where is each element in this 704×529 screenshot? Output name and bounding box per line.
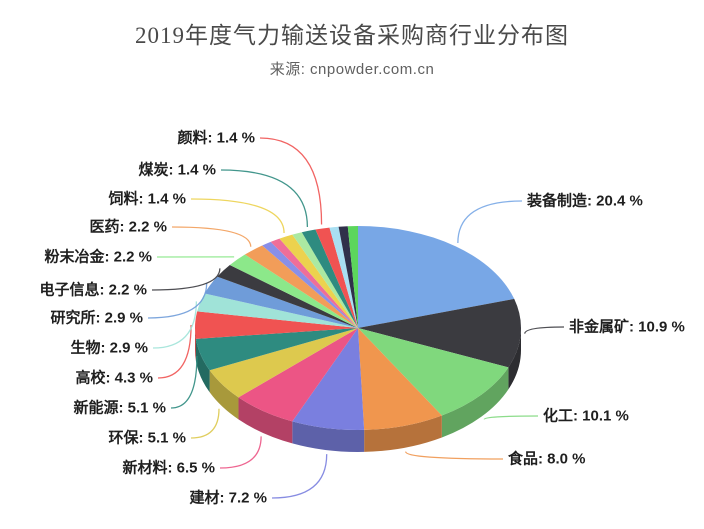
pie-slice-粉末冶金[interactable] <box>229 254 358 328</box>
pie-slice-other-2[interactable] <box>270 238 358 328</box>
pie-slice-新材料[interactable] <box>238 328 358 422</box>
pie-slice-side-非金属矿 <box>508 328 521 390</box>
leader-line-研究所 <box>147 283 208 319</box>
leader-line-环保 <box>190 408 220 439</box>
leader-line-非金属矿 <box>524 326 565 334</box>
pie-slice-other-1[interactable] <box>262 241 358 328</box>
leader-line-生物 <box>152 301 198 349</box>
pie-slice-side-高校 <box>195 328 196 361</box>
slice-label-医药: 医药: 2.2 % <box>89 218 167 236</box>
slice-label-饲料: 饲料: 1.4 % <box>107 190 186 208</box>
slice-label-电子信息: 电子信息: 2.2 % <box>39 281 147 299</box>
pie-slice-研究所[interactable] <box>204 276 358 328</box>
chart-source: 来源: cnpowder.com.cn <box>269 61 435 78</box>
leader-line-饲料 <box>190 198 285 233</box>
slice-label-装备制造: 装备制造: 20.4 % <box>526 192 643 210</box>
leader-line-医药 <box>171 226 252 247</box>
pie-slice-非金属矿[interactable] <box>358 298 521 368</box>
slice-label-颜料: 颜料: 1.4 % <box>177 129 255 147</box>
pie-slice-side-建材 <box>292 421 365 452</box>
pie-slice-新能源[interactable] <box>195 328 358 371</box>
leader-line-新能源 <box>170 355 198 409</box>
slice-label-煤炭: 煤炭: 1.4 % <box>138 161 216 179</box>
chart-title: 2019年度气力输送设备采购商行业分布图 <box>135 23 569 48</box>
slice-label-高校: 高校: 4.3 % <box>75 369 153 387</box>
pie-slice-other-5[interactable] <box>338 226 358 328</box>
pie-slice-建材[interactable] <box>292 328 365 430</box>
slice-label-化工: 化工: 10.1 % <box>543 407 629 425</box>
pie-slice-side-新能源 <box>195 338 210 393</box>
slice-label-食品: 食品: 8.0 % <box>508 450 586 468</box>
leader-line-新材料 <box>219 436 262 469</box>
leader-line-颜料 <box>259 137 323 225</box>
pie-slice-饲料[interactable] <box>279 234 358 328</box>
pie-slice-other-3[interactable] <box>292 232 358 328</box>
pie-slice-side-化工 <box>441 367 509 438</box>
slice-label-环保: 环保: 5.1 % <box>108 429 186 447</box>
pie-slice-other-6[interactable] <box>347 226 358 328</box>
pie-slice-电子信息[interactable] <box>217 264 358 328</box>
pie-slice-装备制造[interactable] <box>358 226 515 328</box>
pie-slice-side-新材料 <box>238 397 293 444</box>
slice-label-粉末冶金: 粉末冶金: 2.2 % <box>44 248 152 266</box>
leader-line-建材 <box>271 454 328 499</box>
leader-line-高校 <box>157 325 192 379</box>
slice-label-生物: 生物: 2.9 % <box>70 339 148 357</box>
slice-label-新材料: 新材料: 6.5 % <box>122 459 215 477</box>
pie-slice-side-环保 <box>209 370 239 420</box>
pie-slice-食品[interactable] <box>358 328 442 430</box>
leader-line-食品 <box>404 451 504 460</box>
pie-slice-side-食品 <box>364 415 442 452</box>
slice-label-新能源: 新能源: 5.1 % <box>73 399 166 417</box>
slice-label-建材: 建材: 7.2 % <box>189 489 267 507</box>
leader-line-电子信息 <box>151 268 221 291</box>
leader-line-煤炭 <box>220 169 309 227</box>
slice-label-非金属矿: 非金属矿: 10.9 % <box>569 318 685 336</box>
pie-slice-环保[interactable] <box>209 328 358 398</box>
leader-line-化工 <box>483 415 539 420</box>
pie-slice-高校[interactable] <box>195 311 358 339</box>
pie-slice-煤炭[interactable] <box>301 229 358 328</box>
pie-slice-颜料[interactable] <box>315 227 358 328</box>
pie-slice-化工[interactable] <box>358 328 509 416</box>
pie-slice-other-4[interactable] <box>329 226 358 328</box>
pie-slice-生物[interactable] <box>197 293 358 328</box>
pie-slice-医药[interactable] <box>244 245 358 328</box>
leader-line-装备制造 <box>457 200 523 244</box>
slice-label-研究所: 研究所: 2.9 % <box>50 309 143 327</box>
